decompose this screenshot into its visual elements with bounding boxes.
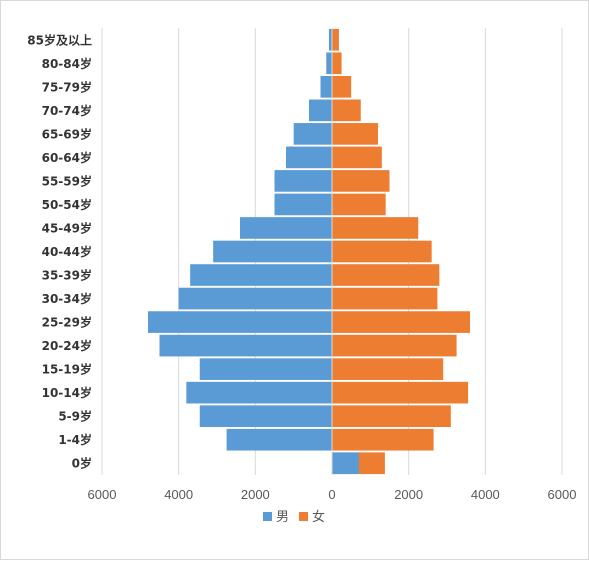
male-bar <box>213 240 332 263</box>
female-bar <box>332 287 438 310</box>
male-bar <box>320 75 332 98</box>
male-bar <box>326 52 332 75</box>
x-tick-label: 4000 <box>471 487 500 502</box>
female-bar <box>332 28 339 51</box>
female-bar <box>332 123 378 145</box>
female-bar <box>332 311 470 333</box>
female-bar <box>332 193 386 216</box>
legend-label: 男 <box>276 510 289 525</box>
female-bar <box>332 264 440 286</box>
male-bar <box>309 99 332 122</box>
female-bar <box>332 405 451 428</box>
category-label: 20-24岁 <box>42 338 92 353</box>
x-tick-label: 2000 <box>394 487 423 502</box>
male-bar <box>286 146 332 169</box>
female-bar <box>332 217 419 239</box>
male-bar <box>274 193 332 216</box>
category-label: 80-84岁 <box>42 56 92 71</box>
female-bar <box>332 170 390 192</box>
x-tick-label: 0 <box>328 487 335 502</box>
female-bar <box>332 334 457 357</box>
male-bar <box>240 217 332 239</box>
x-tick-label: 2000 <box>241 487 270 502</box>
legend-label: 女 <box>312 509 325 525</box>
male-bar <box>148 311 332 333</box>
male-bar <box>186 381 332 404</box>
female-bar <box>332 358 444 380</box>
female-legend-swatch <box>299 512 308 521</box>
category-label: 40-44岁 <box>42 244 92 259</box>
female-bar <box>332 240 432 263</box>
male-bar-segment <box>332 452 359 475</box>
male-bar <box>178 287 332 310</box>
male-bar <box>293 123 332 145</box>
category-label: 1-4岁 <box>58 432 92 447</box>
category-label: 10-14岁 <box>42 385 92 400</box>
x-tick-label: 6000 <box>88 487 117 502</box>
male-bar <box>159 334 332 357</box>
female-bar <box>332 381 469 404</box>
category-label: 25-29岁 <box>42 315 92 330</box>
category-label: 30-34岁 <box>42 291 92 306</box>
female-bar <box>332 146 382 169</box>
x-tick-label: 6000 <box>548 487 577 502</box>
category-label: 15-19岁 <box>42 362 92 377</box>
category-label: 35-39岁 <box>42 268 92 283</box>
male-bar <box>199 358 332 380</box>
category-label: 65-69岁 <box>42 126 92 141</box>
category-label: 85岁及以上 <box>27 32 92 47</box>
category-label: 60-64岁 <box>42 150 92 165</box>
female-bar <box>332 52 342 75</box>
male-legend-swatch <box>263 512 272 521</box>
female-bar <box>332 75 352 98</box>
male-bar <box>190 264 332 286</box>
category-label: 45-49岁 <box>42 220 92 235</box>
category-label: 55-59岁 <box>42 173 92 188</box>
category-label: 0岁 <box>72 456 92 471</box>
x-tick-label: 4000 <box>164 487 193 502</box>
male-bar <box>199 405 332 428</box>
male-bar <box>328 28 332 51</box>
male-bar <box>226 428 332 451</box>
male-bar <box>274 170 332 192</box>
female-bar <box>332 99 361 122</box>
category-label: 75-79岁 <box>42 79 92 94</box>
category-label: 50-54岁 <box>42 197 92 212</box>
category-label: 70-74岁 <box>42 103 92 118</box>
category-label: 5-9岁 <box>58 409 92 424</box>
female-bar <box>332 428 434 451</box>
